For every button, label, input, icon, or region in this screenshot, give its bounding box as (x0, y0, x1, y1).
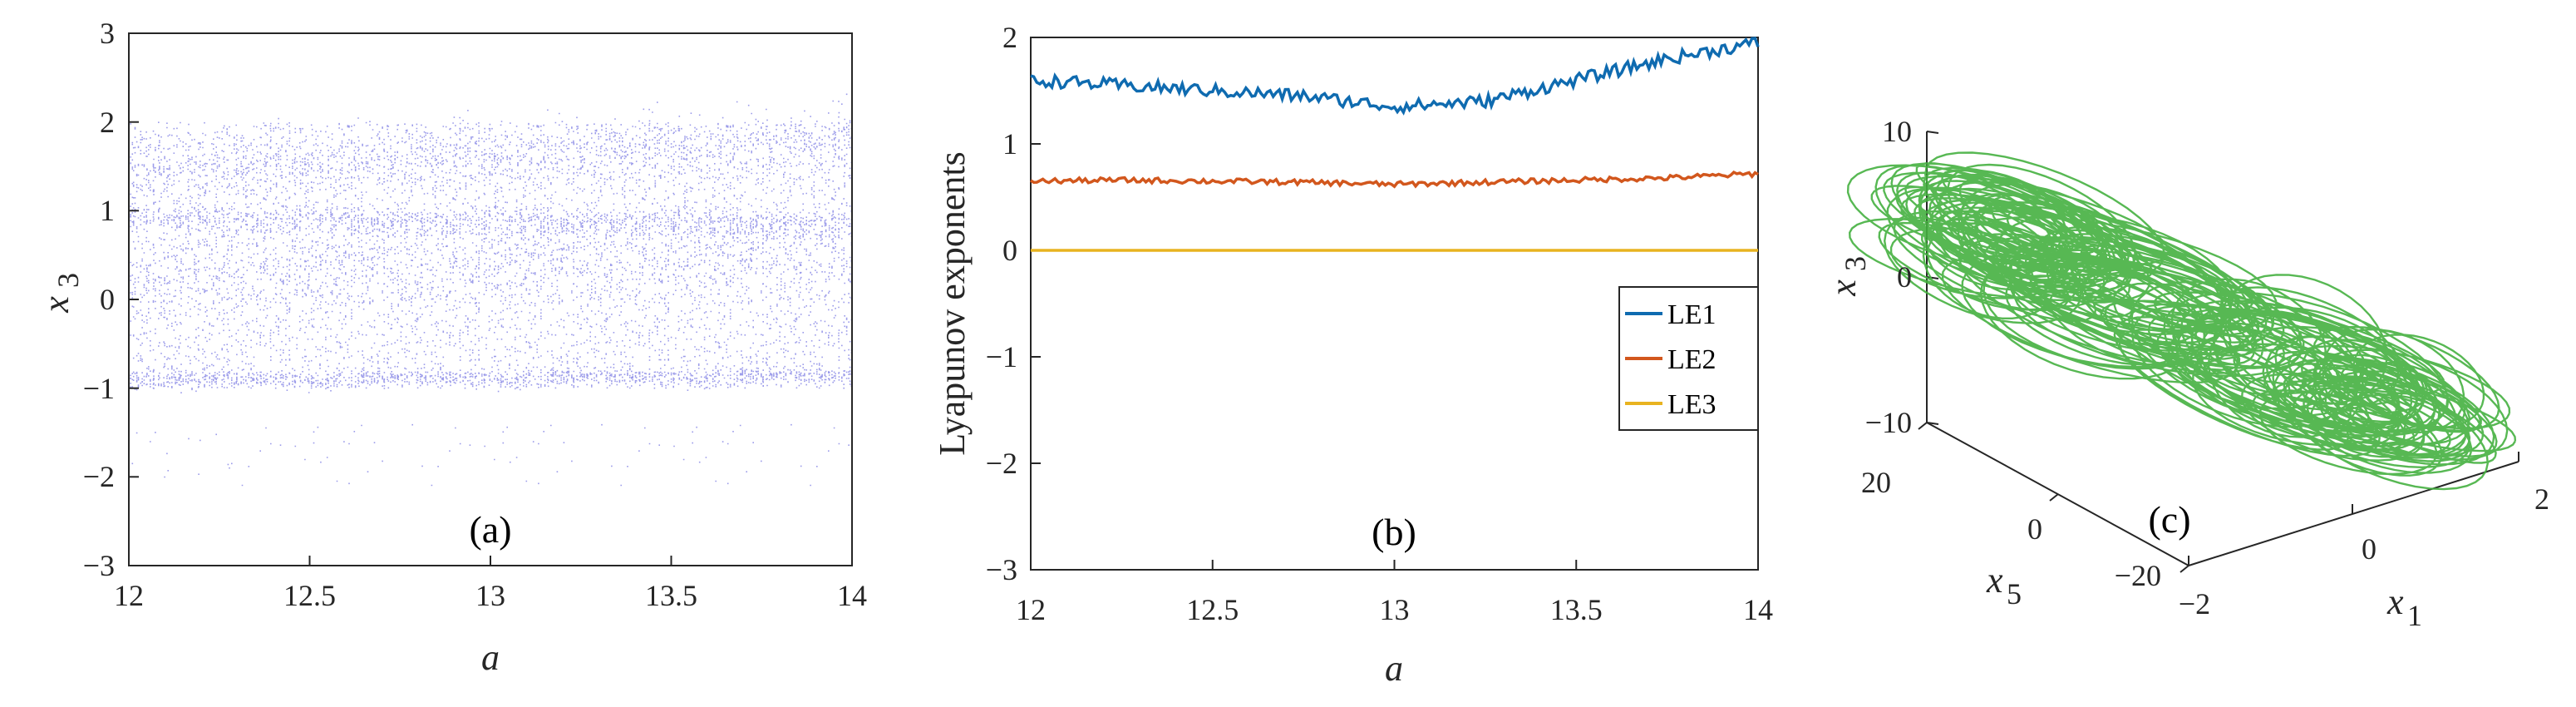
z-tick-label: 10 (1882, 115, 1912, 148)
x-tick-label: 13 (1380, 593, 1410, 626)
x-axis-label: a (481, 637, 500, 678)
z-axis-label: x 3 (1823, 256, 1872, 297)
panel-a: 3 2 1 0 −1 −2 −3 12 12.5 13 13.5 14 a x … (36, 17, 867, 678)
y-axis-label: x 5 (1986, 560, 2022, 611)
y-tick-label: −2 (986, 447, 1017, 480)
y-tick-label: 2 (100, 106, 115, 139)
y-tick-label: 1 (100, 194, 115, 227)
y-tick-label: −1 (986, 340, 1017, 373)
z-tick-label: 0 (1897, 260, 1912, 294)
y-axis-label: Lyapunov exponents (932, 151, 973, 455)
attractor-orbit (1846, 151, 2517, 491)
panel-b-x-ticks (1030, 560, 1759, 570)
x-tick-label: 14 (837, 579, 867, 612)
series-line-le2 (1030, 170, 1759, 189)
y-tick-label: −2 (83, 460, 115, 493)
x-tick-label: 13 (475, 579, 505, 612)
bifurcation-points (130, 93, 853, 487)
x-tick-label: 13.5 (645, 579, 697, 612)
y-tick-label: 2 (1002, 21, 1017, 54)
svg-text:1: 1 (2407, 599, 2422, 632)
panel-a-axes-box (128, 32, 853, 566)
x-tick-label: 12 (1016, 593, 1046, 626)
x-axis-label: a (1385, 648, 1403, 689)
panel-label: (a) (469, 508, 511, 551)
x-tick-label: 14 (1743, 593, 1773, 626)
panel-a-x-ticks (128, 556, 853, 566)
panel-label: (c) (2148, 498, 2190, 541)
svg-text:x: x (2386, 581, 2404, 622)
y-tick-label: −3 (83, 549, 115, 582)
x-tick-label: 12 (114, 579, 144, 612)
legend: LE1 LE2 LE3 (1618, 286, 1759, 431)
y-tick-label: 0 (2027, 512, 2042, 546)
y-tick-label: 20 (1861, 466, 1891, 499)
x-axis-label: x 1 (2386, 581, 2422, 632)
svg-text:3: 3 (52, 273, 85, 288)
legend-label-le3: LE3 (1667, 389, 1717, 420)
x-tick-label: 13.5 (1550, 593, 1603, 626)
y-tick-label: −20 (2115, 559, 2161, 592)
y-tick-label: 0 (1002, 234, 1017, 267)
z-tick-label: −10 (1865, 406, 1912, 439)
x-axis-line (2188, 461, 2519, 566)
x-tick-label: −2 (2179, 587, 2210, 620)
x-tick-label: 12.5 (1186, 593, 1239, 626)
legend-label-le2: LE2 (1667, 344, 1717, 375)
svg-text:x: x (36, 296, 76, 314)
bifurcation-point-cloud (130, 93, 853, 487)
x-tick-label: 2 (2534, 482, 2549, 516)
series-line-le1 (1030, 37, 1760, 116)
legend-label-le1: LE1 (1667, 299, 1717, 330)
y-tick-label: −1 (83, 372, 115, 405)
y-tick-label: 1 (1002, 127, 1017, 161)
svg-text:3: 3 (1839, 256, 1872, 271)
x-tick-label: 0 (2362, 532, 2377, 566)
attractor-trajectory (1846, 151, 2517, 491)
svg-text:x: x (1823, 279, 1864, 297)
y-tick-label: 0 (100, 283, 115, 316)
svg-text:x: x (1986, 560, 2003, 601)
lyapunov-lines (1030, 37, 1760, 252)
y-tick-label: 3 (100, 17, 115, 50)
y-axis-label: x 3 (36, 273, 85, 314)
x-tick-label: 12.5 (283, 579, 336, 612)
panel-b: 2 1 0 −1 −2 −3 12 12.5 13 13.5 14 a Lyap… (932, 21, 1773, 689)
panel-c: 10 0 −10 20 0 −20 −2 0 2 x 3 x 5 x 1 (c) (1823, 115, 2549, 632)
panel-label: (b) (1372, 511, 1416, 553)
panel-a-y-ticks (129, 32, 139, 566)
panel-b-y-ticks (1031, 37, 1041, 571)
y-tick-label: −3 (986, 553, 1017, 586)
svg-text:5: 5 (2007, 577, 2022, 611)
